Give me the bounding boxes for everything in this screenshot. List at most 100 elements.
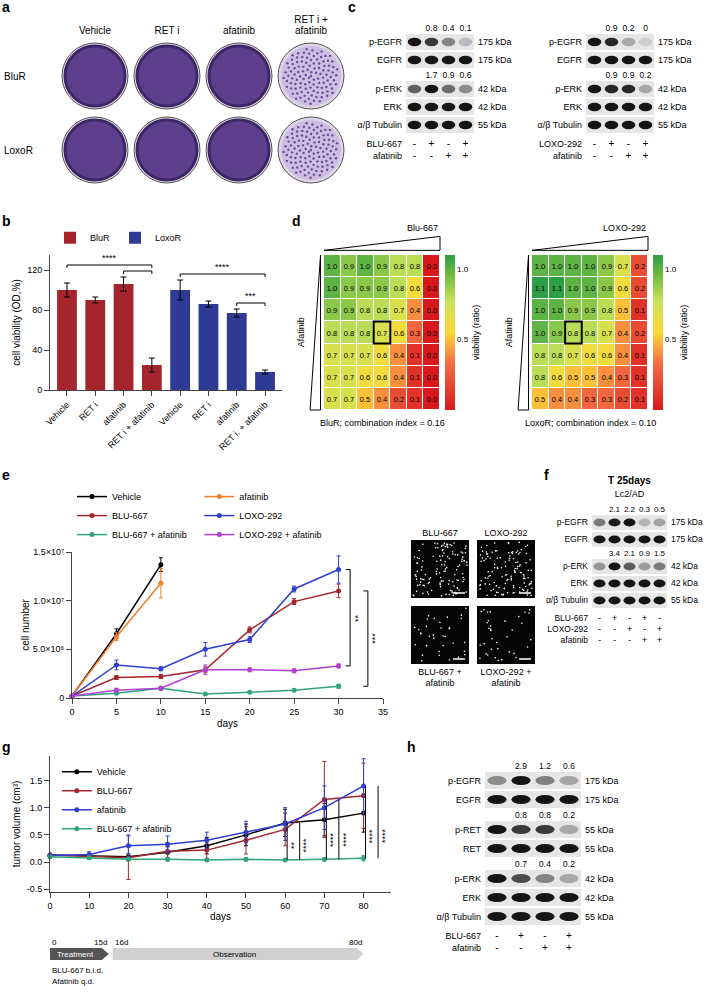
svg-text:BLU-667: BLU-667 (422, 528, 458, 538)
svg-text:-: - (495, 930, 498, 941)
svg-text:1.0: 1.0 (327, 262, 337, 271)
svg-text:1.0: 1.0 (568, 262, 578, 271)
svg-text:LOXO-292 +: LOXO-292 + (481, 667, 532, 677)
svg-text:BLU-667 b.i.d.: BLU-667 b.i.d. (52, 966, 103, 975)
svg-text:0.8: 0.8 (535, 351, 545, 360)
svg-text:***: *** (370, 633, 380, 644)
svg-text:-: - (413, 138, 416, 149)
svg-text:+: + (566, 930, 572, 941)
svg-text:BLU-667 + afatinib: BLU-667 + afatinib (112, 530, 187, 540)
svg-text:EGFR: EGFR (564, 534, 588, 544)
svg-text:5.0×10⁶: 5.0×10⁶ (33, 644, 65, 654)
svg-text:0.0: 0.0 (427, 395, 437, 404)
svg-text:0.0: 0.0 (427, 329, 437, 338)
svg-text:0.8: 0.8 (410, 262, 420, 271)
svg-text:LOXO-292 + afatinib: LOXO-292 + afatinib (239, 530, 321, 540)
svg-text:-: - (447, 138, 450, 149)
svg-text:2.2: 2.2 (624, 505, 636, 514)
svg-text:EGFR: EGFR (377, 55, 403, 65)
svg-text:175 kDa: 175 kDa (658, 55, 692, 65)
svg-text:0.9: 0.9 (360, 284, 370, 293)
svg-text:RET i: RET i (155, 25, 180, 36)
svg-text:0.1: 0.1 (410, 351, 420, 360)
svg-text:55 kDa: 55 kDa (658, 120, 687, 130)
svg-text:****: **** (215, 262, 230, 272)
svg-text:afatinib: afatinib (452, 943, 481, 953)
svg-text:+: + (463, 138, 469, 149)
svg-text:20: 20 (245, 707, 255, 717)
svg-text:afatinib: afatinib (214, 400, 242, 428)
svg-text:BluR: BluR (4, 71, 26, 82)
svg-text:42 kDa: 42 kDa (658, 84, 687, 94)
svg-text:0.9: 0.9 (585, 306, 595, 315)
svg-text:0.9: 0.9 (344, 284, 354, 293)
svg-text:175 kDa: 175 kDa (478, 55, 512, 65)
svg-text:30: 30 (163, 901, 173, 911)
svg-text:0.2: 0.2 (394, 395, 404, 404)
svg-text:viability (ratio): viability (ratio) (471, 305, 481, 361)
svg-text:-: - (598, 623, 601, 634)
svg-text:55 kDa: 55 kDa (671, 595, 698, 605)
svg-text:0.8: 0.8 (602, 306, 612, 315)
svg-text:0.6: 0.6 (602, 351, 612, 360)
svg-text:-: - (610, 150, 613, 161)
svg-text:RET: RET (463, 844, 482, 854)
svg-text:-: - (593, 138, 596, 149)
svg-text:+: + (643, 138, 649, 149)
svg-text:0.0: 0.0 (427, 262, 437, 271)
svg-text:0: 0 (47, 901, 52, 911)
svg-text:Afatinib: Afatinib (296, 317, 306, 347)
svg-text:0.0: 0.0 (427, 306, 437, 315)
svg-text:0.6: 0.6 (394, 329, 404, 338)
svg-text:0.9: 0.9 (327, 306, 337, 315)
svg-text:0.9: 0.9 (443, 70, 455, 80)
svg-text:Vehicle: Vehicle (44, 400, 72, 428)
svg-text:ERK: ERK (462, 893, 481, 903)
svg-text:175 kDa: 175 kDa (671, 534, 703, 544)
svg-text:+: + (542, 942, 548, 953)
svg-text:0.9: 0.9 (639, 549, 651, 558)
svg-text:1.5×10⁷: 1.5×10⁷ (33, 547, 64, 557)
svg-text:0.7: 0.7 (344, 373, 354, 382)
svg-text:0: 0 (37, 385, 42, 395)
svg-text:0: 0 (643, 23, 648, 33)
svg-text:0.4: 0.4 (602, 373, 612, 382)
svg-text:BluR; combination index = 0.16: BluR; combination index = 0.16 (320, 418, 445, 428)
svg-text:0.7: 0.7 (377, 329, 387, 338)
svg-text:0.9: 0.9 (344, 306, 354, 315)
svg-text:0.9: 0.9 (602, 262, 612, 271)
svg-text:Afatinib q.d.: Afatinib q.d. (52, 977, 94, 986)
svg-text:0.8: 0.8 (377, 306, 387, 315)
svg-text:1.0: 1.0 (585, 284, 595, 293)
svg-text:RET i: RET i (190, 400, 213, 423)
svg-text:20: 20 (123, 901, 133, 911)
svg-text:-: - (430, 150, 433, 161)
svg-text:80d: 80d (349, 938, 362, 947)
svg-text:0.1: 0.1 (635, 306, 645, 315)
svg-text:0.3: 0.3 (602, 395, 612, 404)
svg-text:p-EGFR: p-EGFR (549, 37, 583, 47)
svg-text:+: + (609, 138, 615, 149)
svg-text:0.9: 0.9 (568, 306, 578, 315)
svg-text:0.4: 0.4 (443, 23, 455, 33)
svg-text:0.1: 0.1 (410, 373, 420, 382)
svg-text:80: 80 (32, 305, 42, 315)
svg-text:days: days (217, 718, 238, 729)
svg-text:2.9: 2.9 (515, 761, 527, 771)
svg-text:BLU-667: BLU-667 (445, 931, 481, 941)
svg-text:LOXO-292: LOXO-292 (603, 223, 646, 233)
svg-text:0.7: 0.7 (344, 395, 354, 404)
svg-text:0.4: 0.4 (394, 373, 404, 382)
svg-text:55 kDa: 55 kDa (478, 120, 507, 130)
svg-text:Lc2/AD: Lc2/AD (615, 489, 645, 499)
svg-text:80: 80 (359, 901, 369, 911)
svg-text:α/β Tubulin: α/β Tubulin (537, 120, 582, 130)
svg-text:0.1: 0.1 (410, 395, 420, 404)
svg-text:+: + (518, 930, 524, 941)
svg-text:afatinib: afatinib (373, 151, 402, 161)
svg-text:1.0: 1.0 (535, 329, 545, 338)
svg-text:1.7: 1.7 (426, 70, 438, 80)
svg-text:****: **** (102, 253, 117, 263)
svg-text:0.8: 0.8 (426, 23, 438, 33)
svg-text:Vehicle: Vehicle (112, 492, 141, 502)
